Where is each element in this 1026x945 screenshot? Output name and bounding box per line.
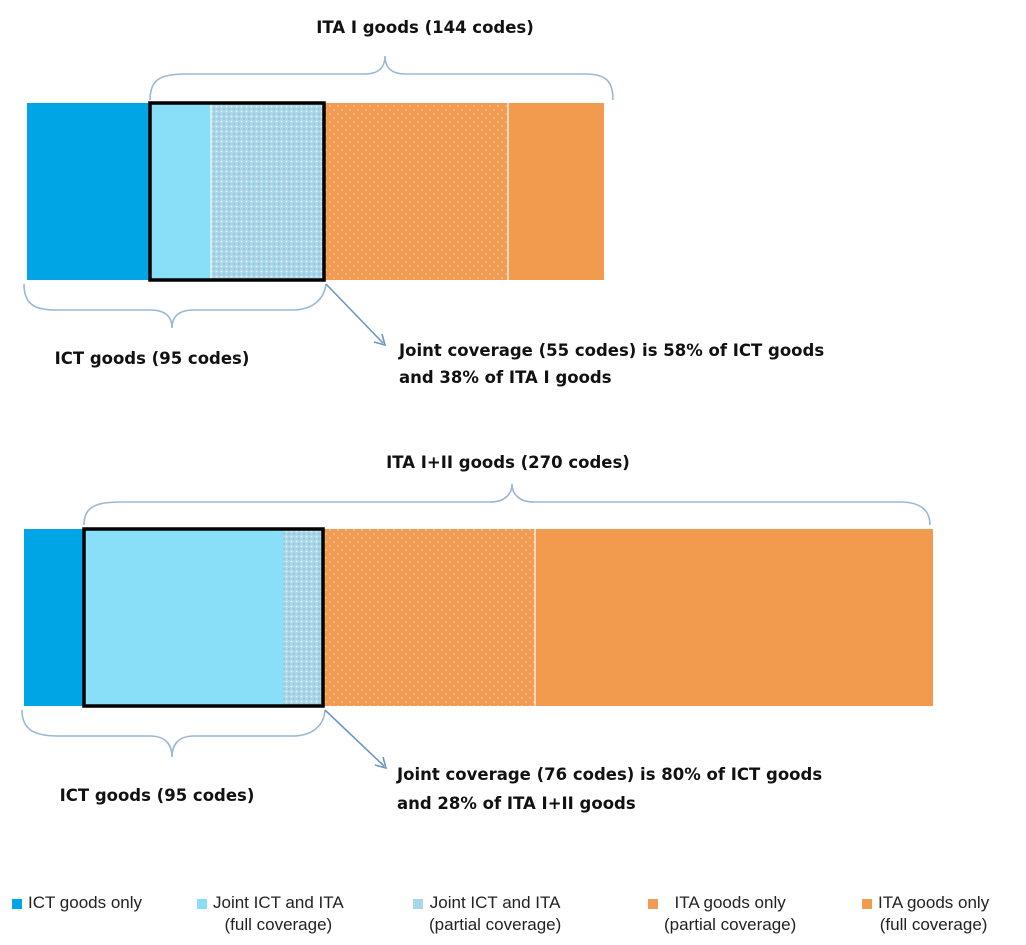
ict-only-swatch: [12, 899, 22, 909]
joint-full-swatch: [197, 899, 207, 909]
legend-label: Joint ICT and ITA (full coverage): [213, 893, 344, 934]
ita-i-ii-goods-label: ITA I+II goods (270 codes): [386, 453, 630, 472]
bar2-joint-partial-segment: [283, 529, 323, 706]
joint-coverage-arrow-1: [325, 283, 384, 344]
joint-coverage-note-1-line1: Joint coverage (55 codes) is 58% of ICT …: [398, 341, 824, 360]
ita-full-swatch: [862, 899, 872, 909]
ict-goods-brace-2: [21, 709, 326, 758]
legend: ICT goods only Joint ICT and ITA (full c…: [0, 892, 1026, 945]
legend-item-ita-full: ITA goods only (full coverage): [862, 892, 989, 936]
ict-goods-label-1: ICT goods (95 codes): [55, 349, 250, 368]
bar1-joint-outline: [148, 101, 326, 282]
ita-i-goods-label: ITA I goods (144 codes): [316, 18, 534, 37]
ita-i-brace: [149, 55, 614, 101]
legend-item-joint-partial: Joint ICT and ITA (partial coverage): [413, 892, 561, 936]
legend-item-joint-full: Joint ICT and ITA (full coverage): [197, 892, 344, 936]
arrow-head-icon: [373, 333, 387, 347]
panel-ita-i: ITA I goods (144 codes) ICT goods (95 co…: [23, 18, 824, 387]
bar1-ict-only-segment: [27, 103, 150, 280]
joint-coverage-note-2-line2: and 28% of ITA I+II goods: [397, 794, 636, 813]
bar1-joint-full-segment: [150, 103, 211, 280]
bar2-joint-outline: [82, 527, 325, 708]
arrow-head-icon: [374, 756, 388, 770]
bar2-ict-only-segment: [24, 529, 84, 706]
joint-coverage-note-1-line2: and 38% of ITA I goods: [399, 368, 612, 387]
legend-label: ITA goods only (partial coverage): [664, 893, 797, 934]
bar1-joint-partial-segment: [211, 103, 324, 280]
bar2-joint-full-segment: [84, 529, 283, 706]
ita-i-ii-brace: [83, 483, 931, 526]
joint-coverage-note-2-line1: Joint coverage (76 codes) is 80% of ICT …: [396, 765, 822, 784]
bar2-ita-partial-segment: [323, 529, 535, 706]
coverage-diagram: ITA I goods (144 codes) ICT goods (95 co…: [21, 18, 933, 813]
legend-item-ita-partial: ITA goods only (partial coverage): [648, 892, 796, 936]
bar1-ita-full-segment: [508, 103, 604, 280]
legend-label: Joint ICT and ITA (partial coverage): [429, 893, 562, 934]
ita-partial-swatch: [648, 899, 658, 909]
legend-label: ICT goods only: [28, 893, 143, 912]
joint-coverage-arrow-2: [324, 709, 385, 767]
ict-goods-label-2: ICT goods (95 codes): [60, 786, 255, 805]
bar2-ita-full-segment: [535, 529, 933, 706]
ict-goods-brace-1: [23, 283, 327, 329]
legend-item-ict-only: ICT goods only: [12, 892, 142, 914]
joint-partial-swatch: [413, 899, 423, 909]
panel-ita-i-ii: ITA I+II goods (270 codes) ICT goods (95…: [21, 453, 933, 813]
bar1-ita-partial-segment: [324, 103, 508, 280]
legend-label: ITA goods only (full coverage): [878, 893, 990, 934]
